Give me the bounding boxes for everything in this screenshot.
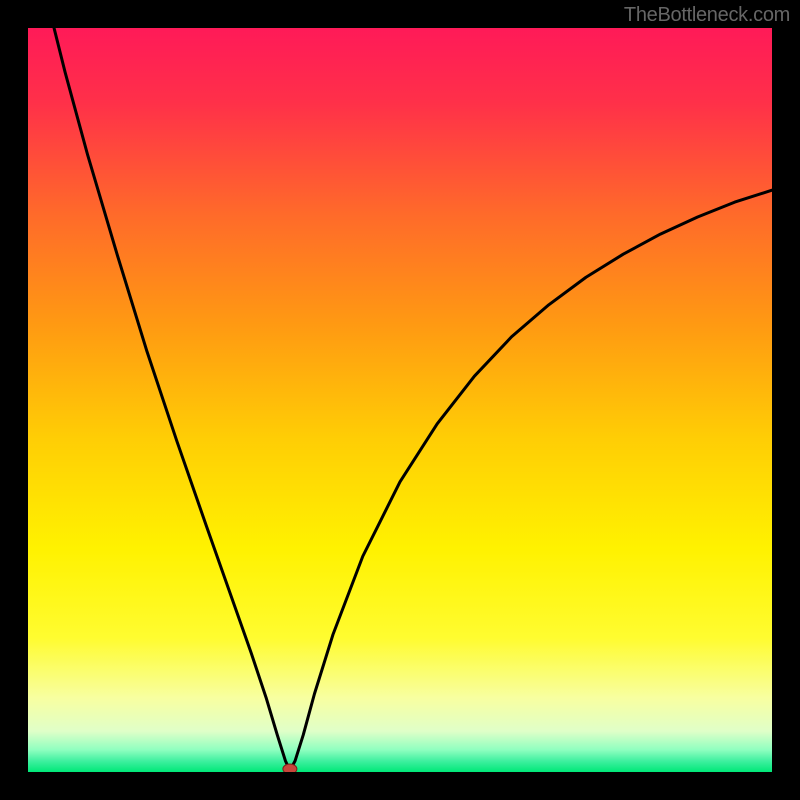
- watermark-text: TheBottleneck.com: [624, 4, 790, 27]
- chart-svg: [0, 0, 800, 800]
- plot-background: [28, 28, 772, 772]
- chart-container: TheBottleneck.com: [0, 0, 800, 800]
